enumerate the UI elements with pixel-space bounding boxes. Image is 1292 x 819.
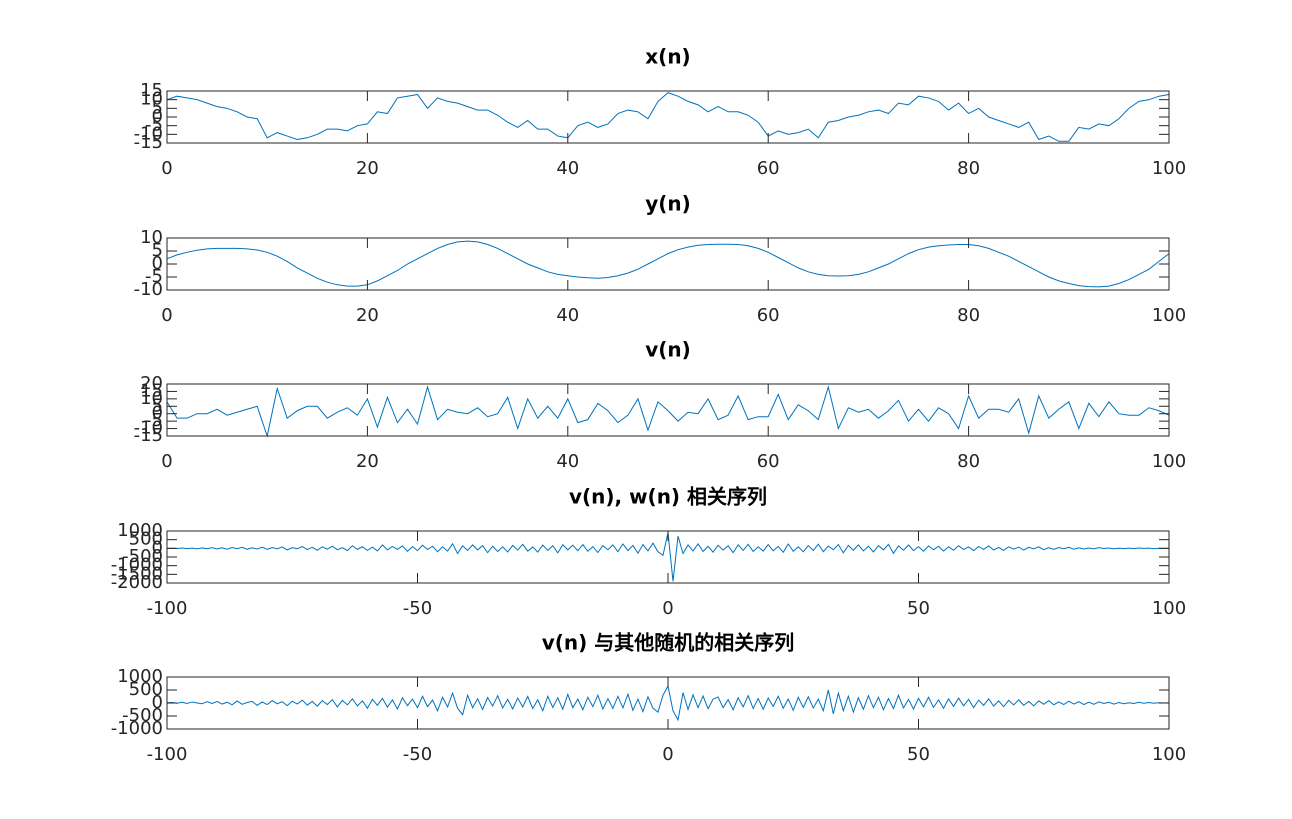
- y-tick-label: -10: [134, 279, 163, 300]
- y-tick-label: -500: [122, 546, 163, 567]
- x-tick-label: 80: [957, 305, 980, 326]
- x-tick-label: 100: [1152, 598, 1186, 619]
- y-tick-label: 5: [152, 240, 163, 261]
- subplot-title: y(n): [645, 192, 691, 216]
- x-tick-label: -50: [403, 598, 432, 619]
- y-tick-label: 0: [152, 692, 163, 713]
- y-tick-label: -1000: [111, 555, 163, 576]
- x-tick-label: 50: [907, 744, 930, 765]
- y-tick-label: 0: [152, 106, 163, 127]
- subplot-title: x(n): [645, 45, 690, 69]
- subplot-title: v(n), w(n) 相关序列: [569, 485, 767, 509]
- x-tick-label: 0: [161, 158, 172, 179]
- x-tick-label: 40: [556, 451, 579, 472]
- x-tick-label: 100: [1152, 451, 1186, 472]
- x-tick-label: 40: [556, 305, 579, 326]
- y-tick-label: 5: [152, 395, 163, 416]
- x-tick-label: 0: [161, 451, 172, 472]
- y-tick-label: 10: [140, 89, 163, 110]
- y-tick-label: -2000: [111, 572, 163, 593]
- x-tick-label: 20: [356, 305, 379, 326]
- x-tick-label: 100: [1152, 744, 1186, 765]
- x-tick-label: 50: [907, 598, 930, 619]
- y-tick-label: 1000: [117, 520, 163, 541]
- axes-box: [166, 383, 1170, 437]
- y-tick-label: -10: [134, 123, 163, 144]
- y-tick-label: 0: [152, 403, 163, 424]
- subplot-title: v(n): [645, 338, 691, 362]
- axes-box: [166, 530, 1170, 584]
- x-tick-label: -100: [147, 744, 188, 765]
- y-tick-label: 10: [140, 227, 163, 248]
- x-tick-label: 0: [662, 598, 673, 619]
- x-tick-label: 20: [356, 158, 379, 179]
- y-tick-label: 10: [140, 388, 163, 409]
- axes-box: [166, 676, 1170, 730]
- x-tick-label: 80: [957, 451, 980, 472]
- y-tick-label: -1000: [111, 718, 163, 739]
- y-tick-label: 20: [140, 373, 163, 394]
- data-line: [166, 92, 1170, 142]
- x-tick-label: 100: [1152, 158, 1186, 179]
- subplot-title: v(n) 与其他随机的相关序列: [542, 631, 795, 655]
- x-tick-label: 0: [161, 305, 172, 326]
- y-tick-label: -500: [122, 705, 163, 726]
- axes-box: [166, 90, 1170, 144]
- y-tick-label: -10: [134, 418, 163, 439]
- y-tick-label: 0: [152, 253, 163, 274]
- y-tick-label: -15: [134, 132, 163, 153]
- x-tick-label: -50: [403, 744, 432, 765]
- y-tick-label: 0: [152, 537, 163, 558]
- x-tick-label: 0: [662, 744, 673, 765]
- y-tick-label: 15: [140, 380, 163, 401]
- y-tick-label: 1000: [117, 666, 163, 687]
- x-tick-label: 40: [556, 158, 579, 179]
- data-line: [166, 240, 1170, 288]
- y-tick-label: -5: [145, 115, 163, 136]
- y-tick-label: -5: [145, 266, 163, 287]
- axes-background: [167, 238, 1169, 290]
- x-tick-label: 60: [757, 451, 780, 472]
- axes-background: [167, 384, 1169, 436]
- axes-box: [166, 237, 1170, 291]
- x-tick-label: 60: [757, 305, 780, 326]
- y-tick-label: -15: [134, 425, 163, 446]
- x-tick-label: 20: [356, 451, 379, 472]
- y-tick-label: -1500: [111, 563, 163, 584]
- axes-background: [167, 91, 1169, 143]
- y-tick-label: 5: [152, 97, 163, 118]
- x-tick-label: 60: [757, 158, 780, 179]
- x-tick-label: -100: [147, 598, 188, 619]
- y-tick-label: 15: [140, 80, 163, 101]
- data-line: [166, 385, 1170, 438]
- x-tick-label: 80: [957, 158, 980, 179]
- y-tick-label: 500: [129, 679, 163, 700]
- y-tick-label: 500: [129, 529, 163, 550]
- y-tick-label: -5: [145, 410, 163, 431]
- x-tick-label: 100: [1152, 305, 1186, 326]
